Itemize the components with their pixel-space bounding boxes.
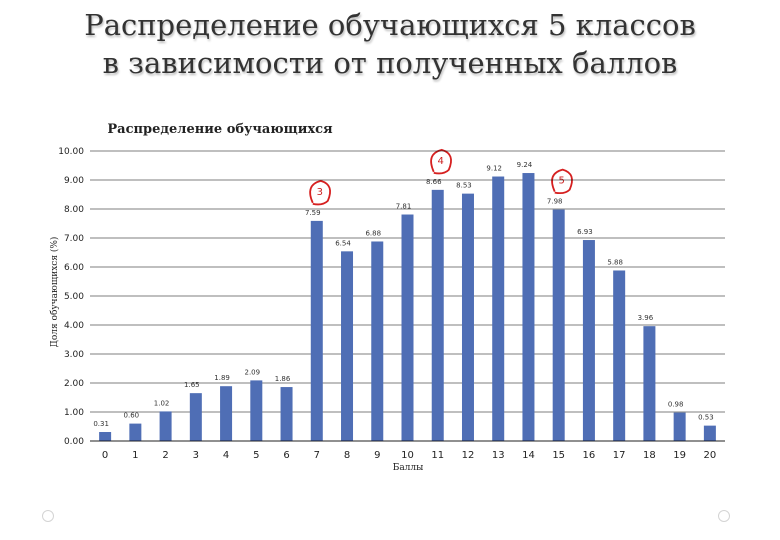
x-tick-label: 14 [522,450,535,461]
x-tick-label: 6 [283,450,289,461]
bar [129,423,142,441]
bar [250,380,263,441]
x-tick-label: 1 [132,450,138,461]
x-tick-label: 10 [401,450,414,461]
bar [461,193,474,441]
x-tick-label: 9 [374,450,380,461]
bar [582,240,595,441]
data-label: 7.59 [305,209,321,217]
y-tick-label: 0.00 [64,437,84,447]
y-tick-label: 8.00 [64,205,84,215]
x-axis-label: Баллы [393,463,424,473]
bar [613,270,626,441]
x-tick-label: 4 [223,450,229,461]
x-tick-label: 3 [193,450,199,461]
x-tick-label: 18 [643,450,656,461]
y-tick-label: 4.00 [64,321,84,331]
grade-marker: 5 [551,168,573,195]
y-tick-label: 9.00 [64,176,84,186]
x-tick-label: 17 [613,450,626,461]
x-tick-label: 12 [462,450,475,461]
data-label: 3.96 [638,314,654,322]
bar [280,387,293,441]
data-label: 0.60 [124,412,140,420]
x-tick-label: 11 [431,450,444,461]
data-label: 8.66 [426,178,442,186]
data-label: 6.93 [577,228,593,236]
slide-title-line-2: в зависимости от полученных баллов [102,46,678,80]
data-label: 9.24 [517,161,533,169]
corner-dot-right [718,510,730,522]
bar [643,326,656,441]
x-tick-label: 13 [492,450,505,461]
bar [552,209,565,441]
data-label: 0.31 [93,420,109,428]
data-label: 1.86 [275,375,291,383]
grade-annotations: 3 4 5 [309,148,573,206]
data-label: 8.53 [456,182,472,190]
y-axis-label: Доля обучающихся (%) [49,237,60,348]
data-label: 7.98 [547,198,563,206]
x-tick-label: 16 [583,450,596,461]
chart-title: Распределение обучающихся [107,122,333,137]
grade-circle [309,179,331,206]
grade-marker: 3 [309,179,331,206]
y-tick-label: 6.00 [64,263,84,273]
slide-title: Распределение обучающихся 5 классов в за… [0,6,780,82]
grade-label: 3 [317,187,323,198]
x-tick-label: 7 [314,450,320,461]
grade-marker: 4 [430,148,452,175]
bar [310,220,323,441]
bar [673,412,686,441]
x-tick-label: 0 [102,450,108,461]
bar [99,432,112,441]
grade-circle [430,148,452,175]
bar [220,386,233,441]
corner-dot-left [42,510,54,522]
slide-title-line-1: Распределение обучающихся 5 классов [84,8,696,42]
x-tick-label: 19 [673,450,686,461]
bar [522,173,535,442]
data-label: 6.88 [365,229,381,237]
bar [189,393,202,441]
data-label: 5.88 [607,258,623,266]
data-label: 0.53 [698,414,714,422]
y-tick-label: 5.00 [64,292,84,302]
data-label: 6.54 [335,239,351,247]
y-tick-label: 7.00 [64,234,84,244]
bar [341,251,354,441]
bar [401,214,414,441]
data-label: 2.09 [245,368,261,376]
y-tick-label: 1.00 [64,408,84,418]
grade-label: 4 [438,156,444,167]
y-tick-label: 3.00 [64,350,84,360]
bar [703,425,716,441]
data-label: 1.02 [154,399,170,407]
y-tick-label: 10.00 [58,147,84,157]
x-tick-label: 20 [704,450,717,461]
bar [431,189,444,441]
data-label: 1.89 [214,374,230,382]
grade-circle [551,168,573,195]
bar [371,241,384,441]
x-tick-label: 15 [552,450,565,461]
data-label: 0.98 [668,401,684,409]
grade-label: 5 [559,176,565,187]
x-tick-label: 5 [253,450,259,461]
data-label: 9.12 [486,165,502,173]
data-label: 1.65 [184,381,200,389]
y-tick-label: 2.00 [64,379,84,389]
bar [492,176,505,441]
x-tick-label: 2 [162,450,168,461]
x-tick-label: 8 [344,450,350,461]
bar [159,411,172,441]
data-label: 7.81 [396,203,412,211]
